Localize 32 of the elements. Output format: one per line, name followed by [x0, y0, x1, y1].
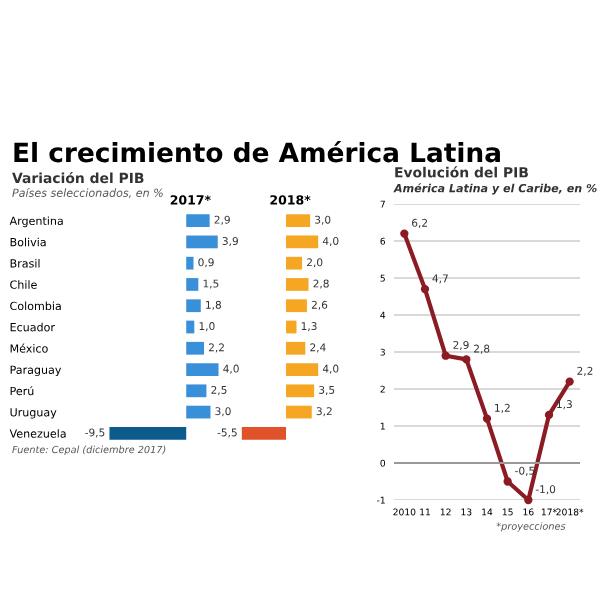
bar: [241, 426, 287, 440]
point: [482, 414, 492, 423]
point: [441, 351, 450, 360]
bar: [286, 320, 297, 334]
bar: [286, 235, 319, 249]
bar: [186, 320, 195, 334]
point: [503, 477, 512, 486]
bar: [286, 384, 315, 398]
bar: [286, 341, 306, 355]
bar: [186, 256, 194, 270]
bar: [286, 299, 307, 313]
bar: [286, 405, 312, 419]
bar: [109, 426, 187, 440]
point: [420, 284, 430, 294]
bar: [186, 214, 210, 228]
bar: [286, 363, 319, 376]
bar: [186, 384, 207, 398]
bar: [286, 214, 311, 228]
bar: [186, 299, 201, 313]
bar: [186, 278, 199, 291]
point: [565, 377, 574, 386]
chart-title: El crecimiento de América Latina: [14, 140, 500, 163]
bar: [286, 278, 309, 291]
bar: [286, 256, 303, 270]
point: [544, 410, 554, 420]
bar: [186, 341, 204, 355]
bar: [186, 235, 218, 249]
bar: [186, 363, 219, 376]
point: [524, 495, 533, 505]
bar: [186, 405, 211, 419]
point: [400, 229, 409, 238]
point: [462, 355, 471, 364]
